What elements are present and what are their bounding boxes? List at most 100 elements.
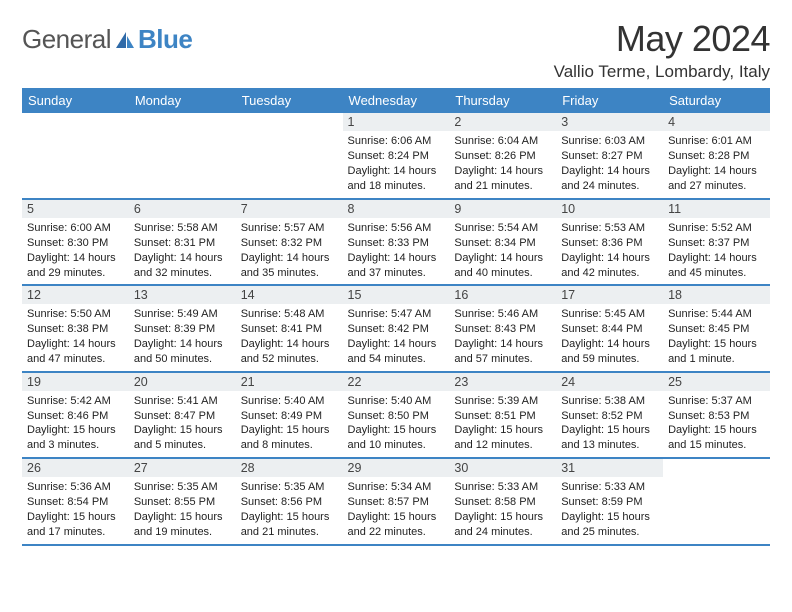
calendar-day-cell: 21Sunrise: 5:40 AMSunset: 8:49 PMDayligh… <box>236 372 343 458</box>
sunrise-text: Sunrise: 5:56 AM <box>348 221 445 236</box>
sunset-text: Sunset: 8:43 PM <box>454 322 551 337</box>
calendar-day-cell: 26Sunrise: 5:36 AMSunset: 8:54 PMDayligh… <box>22 458 129 544</box>
daylight-line2: and 1 minute. <box>668 352 765 367</box>
sunset-text: Sunset: 8:24 PM <box>348 149 445 164</box>
calendar-day-cell: 5Sunrise: 6:00 AMSunset: 8:30 PMDaylight… <box>22 199 129 285</box>
sunset-text: Sunset: 8:33 PM <box>348 236 445 251</box>
daylight-line1: Daylight: 14 hours <box>454 337 551 352</box>
calendar-day-cell: 15Sunrise: 5:47 AMSunset: 8:42 PMDayligh… <box>343 285 450 371</box>
daylight-line2: and 57 minutes. <box>454 352 551 367</box>
sail-icon <box>114 30 136 50</box>
brand-part2: Blue <box>138 24 192 55</box>
daylight-line1: Daylight: 14 hours <box>348 337 445 352</box>
sunrise-text: Sunrise: 5:37 AM <box>668 394 765 409</box>
daylight-line2: and 35 minutes. <box>241 266 338 281</box>
daylight-line2: and 8 minutes. <box>241 438 338 453</box>
day-number: 13 <box>129 286 236 304</box>
calendar-day-cell: 23Sunrise: 5:39 AMSunset: 8:51 PMDayligh… <box>449 372 556 458</box>
daylight-line2: and 3 minutes. <box>27 438 124 453</box>
calendar-day-cell: 18Sunrise: 5:44 AMSunset: 8:45 PMDayligh… <box>663 285 770 371</box>
daylight-line2: and 10 minutes. <box>348 438 445 453</box>
sunrise-text: Sunrise: 5:34 AM <box>348 480 445 495</box>
day-details: Sunrise: 5:53 AMSunset: 8:36 PMDaylight:… <box>556 218 663 284</box>
day-details: Sunrise: 5:40 AMSunset: 8:50 PMDaylight:… <box>343 391 450 457</box>
daylight-line2: and 24 minutes. <box>561 179 658 194</box>
daylight-line2: and 47 minutes. <box>27 352 124 367</box>
calendar-week-row: 1Sunrise: 6:06 AMSunset: 8:24 PMDaylight… <box>22 113 770 199</box>
daylight-line1: Daylight: 14 hours <box>241 337 338 352</box>
weekday-header: Sunday <box>22 88 129 113</box>
daylight-line1: Daylight: 14 hours <box>454 251 551 266</box>
sunset-text: Sunset: 8:46 PM <box>27 409 124 424</box>
sunset-text: Sunset: 8:36 PM <box>561 236 658 251</box>
day-number: 8 <box>343 200 450 218</box>
daylight-line2: and 37 minutes. <box>348 266 445 281</box>
sunset-text: Sunset: 8:54 PM <box>27 495 124 510</box>
day-number: 17 <box>556 286 663 304</box>
title-block: May 2024 Vallio Terme, Lombardy, Italy <box>554 18 770 82</box>
sunset-text: Sunset: 8:26 PM <box>454 149 551 164</box>
daylight-line2: and 13 minutes. <box>561 438 658 453</box>
calendar-day-cell: 16Sunrise: 5:46 AMSunset: 8:43 PMDayligh… <box>449 285 556 371</box>
daylight-line1: Daylight: 15 hours <box>668 337 765 352</box>
calendar-day-cell: 6Sunrise: 5:58 AMSunset: 8:31 PMDaylight… <box>129 199 236 285</box>
calendar-day-cell: 28Sunrise: 5:35 AMSunset: 8:56 PMDayligh… <box>236 458 343 544</box>
sunset-text: Sunset: 8:32 PM <box>241 236 338 251</box>
daylight-line1: Daylight: 15 hours <box>668 423 765 438</box>
weekday-header: Friday <box>556 88 663 113</box>
sunrise-text: Sunrise: 6:06 AM <box>348 134 445 149</box>
day-number: 11 <box>663 200 770 218</box>
sunrise-text: Sunrise: 5:50 AM <box>27 307 124 322</box>
sunset-text: Sunset: 8:52 PM <box>561 409 658 424</box>
calendar-day-cell: 30Sunrise: 5:33 AMSunset: 8:58 PMDayligh… <box>449 458 556 544</box>
daylight-line2: and 15 minutes. <box>668 438 765 453</box>
daylight-line2: and 21 minutes. <box>241 525 338 540</box>
weekday-header: Saturday <box>663 88 770 113</box>
day-details: Sunrise: 5:33 AMSunset: 8:59 PMDaylight:… <box>556 477 663 543</box>
weekday-header: Wednesday <box>343 88 450 113</box>
calendar-day-cell: 1Sunrise: 6:06 AMSunset: 8:24 PMDaylight… <box>343 113 450 199</box>
sunrise-text: Sunrise: 5:39 AM <box>454 394 551 409</box>
calendar-day-cell: 31Sunrise: 5:33 AMSunset: 8:59 PMDayligh… <box>556 458 663 544</box>
calendar-week-row: 26Sunrise: 5:36 AMSunset: 8:54 PMDayligh… <box>22 458 770 544</box>
daylight-line1: Daylight: 15 hours <box>241 423 338 438</box>
day-details: Sunrise: 5:34 AMSunset: 8:57 PMDaylight:… <box>343 477 450 543</box>
calendar-day-cell: 20Sunrise: 5:41 AMSunset: 8:47 PMDayligh… <box>129 372 236 458</box>
sunset-text: Sunset: 8:28 PM <box>668 149 765 164</box>
daylight-line2: and 40 minutes. <box>454 266 551 281</box>
day-number: 29 <box>343 459 450 477</box>
daylight-line1: Daylight: 15 hours <box>348 510 445 525</box>
sunrise-text: Sunrise: 5:38 AM <box>561 394 658 409</box>
sunrise-text: Sunrise: 5:36 AM <box>27 480 124 495</box>
sunset-text: Sunset: 8:38 PM <box>27 322 124 337</box>
calendar-empty-cell <box>129 113 236 199</box>
daylight-line1: Daylight: 14 hours <box>668 164 765 179</box>
daylight-line2: and 18 minutes. <box>348 179 445 194</box>
day-details: Sunrise: 5:50 AMSunset: 8:38 PMDaylight:… <box>22 304 129 370</box>
daylight-line2: and 42 minutes. <box>561 266 658 281</box>
day-details: Sunrise: 5:39 AMSunset: 8:51 PMDaylight:… <box>449 391 556 457</box>
daylight-line2: and 32 minutes. <box>134 266 231 281</box>
day-details: Sunrise: 5:38 AMSunset: 8:52 PMDaylight:… <box>556 391 663 457</box>
daylight-line2: and 29 minutes. <box>27 266 124 281</box>
day-details: Sunrise: 5:44 AMSunset: 8:45 PMDaylight:… <box>663 304 770 370</box>
header: General Blue May 2024 Vallio Terme, Lomb… <box>22 18 770 82</box>
daylight-line1: Daylight: 14 hours <box>134 337 231 352</box>
daylight-line1: Daylight: 15 hours <box>134 510 231 525</box>
daylight-line1: Daylight: 14 hours <box>27 337 124 352</box>
sunset-text: Sunset: 8:56 PM <box>241 495 338 510</box>
day-number: 31 <box>556 459 663 477</box>
day-number: 18 <box>663 286 770 304</box>
day-details: Sunrise: 5:33 AMSunset: 8:58 PMDaylight:… <box>449 477 556 543</box>
day-number: 4 <box>663 113 770 131</box>
calendar-week-row: 5Sunrise: 6:00 AMSunset: 8:30 PMDaylight… <box>22 199 770 285</box>
day-details: Sunrise: 5:35 AMSunset: 8:56 PMDaylight:… <box>236 477 343 543</box>
day-number: 6 <box>129 200 236 218</box>
calendar-day-cell: 11Sunrise: 5:52 AMSunset: 8:37 PMDayligh… <box>663 199 770 285</box>
sunrise-text: Sunrise: 5:53 AM <box>561 221 658 236</box>
brand-logo: General Blue <box>22 24 192 55</box>
day-number: 24 <box>556 373 663 391</box>
day-number: 5 <box>22 200 129 218</box>
daylight-line1: Daylight: 15 hours <box>454 423 551 438</box>
sunrise-text: Sunrise: 6:01 AM <box>668 134 765 149</box>
